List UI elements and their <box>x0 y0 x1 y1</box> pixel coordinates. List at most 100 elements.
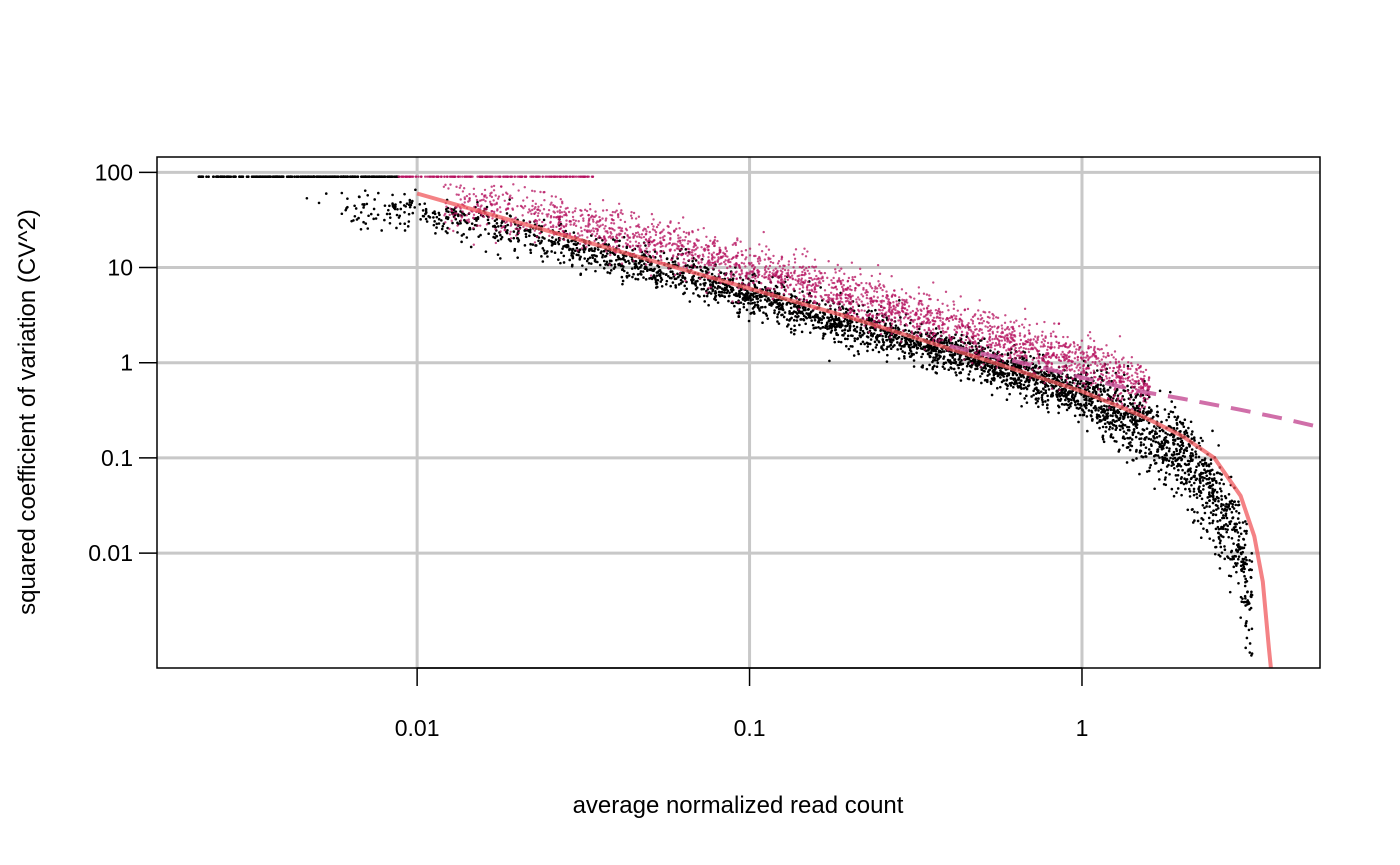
data-point <box>1230 549 1234 553</box>
data-point <box>1120 420 1123 424</box>
data-point <box>388 212 392 216</box>
data-point <box>540 239 543 243</box>
data-point <box>907 343 911 347</box>
data-point <box>837 317 841 320</box>
data-point <box>1046 394 1049 398</box>
data-point <box>1199 471 1203 475</box>
data-point <box>1051 384 1055 388</box>
data-point <box>344 208 347 212</box>
data-point <box>1192 487 1196 491</box>
data-point <box>960 333 964 337</box>
data-point <box>368 175 372 179</box>
data-point <box>1096 421 1099 425</box>
data-point <box>1126 436 1129 440</box>
data-point <box>1219 487 1222 490</box>
data-point <box>561 175 565 178</box>
data-point <box>1247 628 1251 632</box>
data-point <box>1217 531 1220 535</box>
data-point <box>621 267 624 271</box>
data-point <box>570 264 574 268</box>
data-point <box>819 286 822 289</box>
data-point <box>319 175 322 179</box>
data-point <box>1035 356 1038 360</box>
data-point <box>610 259 613 263</box>
data-point <box>673 277 677 281</box>
data-point <box>1192 475 1195 478</box>
data-point <box>874 346 878 349</box>
data-point <box>1075 406 1079 410</box>
data-point <box>1211 513 1215 517</box>
data-point <box>1234 503 1238 507</box>
data-point <box>1041 403 1045 406</box>
data-point <box>977 361 981 365</box>
data-point <box>723 291 726 294</box>
data-point <box>980 372 984 375</box>
data-point <box>714 294 718 298</box>
data-point <box>844 344 848 348</box>
data-point <box>864 326 868 329</box>
data-point <box>790 316 793 320</box>
data-point <box>1138 451 1142 454</box>
data-point <box>1121 423 1125 426</box>
data-point <box>863 342 866 346</box>
data-point <box>1207 493 1211 496</box>
data-point <box>931 359 935 362</box>
data-point <box>749 294 752 298</box>
data-point <box>985 378 989 382</box>
data-point <box>1213 477 1216 480</box>
data-point <box>1244 577 1247 581</box>
data-point <box>1237 500 1240 503</box>
data-point <box>1235 549 1238 552</box>
data-point <box>942 357 945 360</box>
data-point <box>1164 439 1168 442</box>
data-point <box>849 334 853 337</box>
data-point <box>577 175 580 178</box>
data-point <box>1076 382 1079 385</box>
data-point <box>949 362 953 365</box>
data-point <box>595 254 598 258</box>
data-point <box>1131 433 1135 437</box>
data-point <box>1144 455 1147 458</box>
data-point <box>756 300 760 304</box>
data-point <box>362 220 365 224</box>
data-point <box>1164 476 1167 479</box>
data-point <box>993 325 996 328</box>
data-point <box>867 331 871 334</box>
data-point <box>1175 421 1179 425</box>
data-point <box>742 262 746 265</box>
data-point <box>925 367 929 371</box>
data-point <box>1135 448 1138 452</box>
data-point <box>844 325 848 328</box>
data-point <box>1022 357 1026 360</box>
data-point <box>1225 516 1229 520</box>
data-point <box>245 175 249 179</box>
data-point <box>829 325 832 329</box>
data-point <box>563 244 567 248</box>
data-point <box>1250 654 1253 657</box>
data-point <box>1190 508 1194 511</box>
data-point <box>1082 403 1086 407</box>
data-point <box>943 367 946 371</box>
data-point <box>435 175 439 178</box>
data-point <box>991 364 994 367</box>
data-point <box>1167 449 1171 453</box>
data-point <box>1102 384 1105 388</box>
data-point <box>1194 453 1198 456</box>
data-point <box>886 345 889 349</box>
data-point <box>639 270 643 273</box>
data-point <box>982 366 985 370</box>
data-point <box>1094 408 1097 412</box>
data-point <box>1077 420 1080 424</box>
data-point <box>1032 393 1035 397</box>
data-point <box>716 301 720 304</box>
data-point <box>1091 418 1094 421</box>
data-point <box>1229 520 1233 523</box>
data-point <box>1194 455 1198 459</box>
data-point <box>1179 477 1183 480</box>
data-point <box>1149 408 1153 412</box>
data-point <box>552 210 555 213</box>
data-point <box>1211 492 1215 496</box>
data-point <box>996 316 1000 320</box>
data-point <box>959 379 963 382</box>
data-point <box>1181 468 1184 472</box>
